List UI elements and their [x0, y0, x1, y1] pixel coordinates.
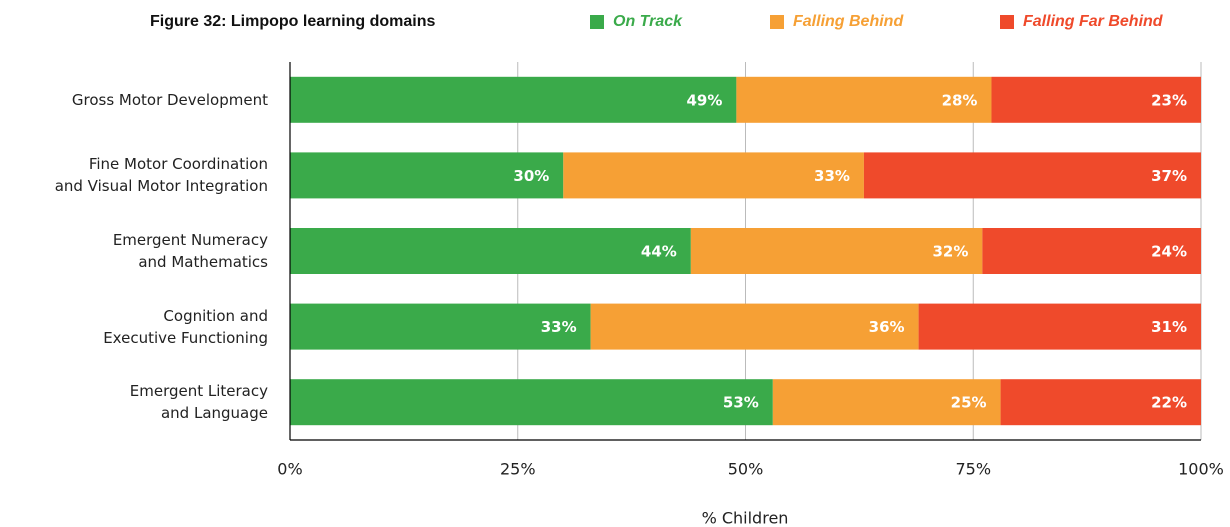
- bar-segment: [772, 379, 1001, 426]
- legend-label: On Track: [613, 13, 683, 30]
- data-label: 25%: [951, 394, 987, 412]
- x-tick-label: 100%: [1178, 460, 1224, 479]
- data-label: 37%: [1151, 167, 1187, 185]
- bar-segment: [690, 228, 983, 274]
- x-tick-label: 75%: [955, 460, 991, 479]
- legend-label: Falling Behind: [793, 13, 904, 30]
- bar-segment: [736, 76, 992, 123]
- x-tick-label: 25%: [500, 460, 536, 479]
- y-tick-label: Gross Motor Development: [71, 90, 268, 109]
- data-label: 28%: [942, 91, 978, 109]
- x-tick-label: 0%: [277, 460, 302, 479]
- data-label: 44%: [641, 243, 677, 261]
- y-tick-label: Emergent Literacy and Language: [129, 382, 268, 423]
- data-label: 31%: [1151, 318, 1187, 336]
- data-label: 23%: [1151, 91, 1187, 109]
- bar-segment: [290, 379, 773, 426]
- y-tick-label: Emergent Numeracy and Mathematics: [112, 231, 268, 271]
- x-tick-label: 50%: [728, 460, 764, 479]
- bar-segment: [290, 152, 564, 199]
- data-label: 30%: [513, 167, 549, 185]
- legend-swatch: [770, 15, 784, 29]
- data-label: 33%: [814, 167, 850, 185]
- bar-segment: [982, 228, 1201, 274]
- data-label: 53%: [723, 394, 759, 412]
- data-label: 24%: [1151, 243, 1187, 261]
- bar-segment: [290, 228, 691, 274]
- data-label: 49%: [686, 91, 722, 109]
- data-label: 36%: [869, 318, 905, 336]
- bar-segment: [863, 152, 1201, 199]
- x-axis-label: % Children: [702, 509, 789, 527]
- bar-segment: [1000, 379, 1201, 426]
- y-tick-label: Cognition and Executive Functioning: [103, 306, 268, 347]
- bar-segment: [590, 303, 919, 350]
- data-label: 32%: [932, 243, 968, 261]
- legend-swatch: [590, 15, 604, 29]
- y-tick-label: Fine Motor Coordination and Visual Motor…: [54, 155, 268, 196]
- bar-segment: [918, 303, 1201, 350]
- data-label: 33%: [541, 318, 577, 336]
- data-label: 22%: [1151, 394, 1187, 412]
- legend-label: Falling Far Behind: [1023, 13, 1164, 30]
- bar-segment: [563, 152, 864, 199]
- bar-segment: [290, 76, 737, 123]
- bar-segment: [991, 76, 1201, 123]
- legend-swatch: [1000, 15, 1014, 29]
- chart-title: Figure 32: Limpopo learning domains: [150, 13, 435, 30]
- bar-segment: [290, 303, 591, 350]
